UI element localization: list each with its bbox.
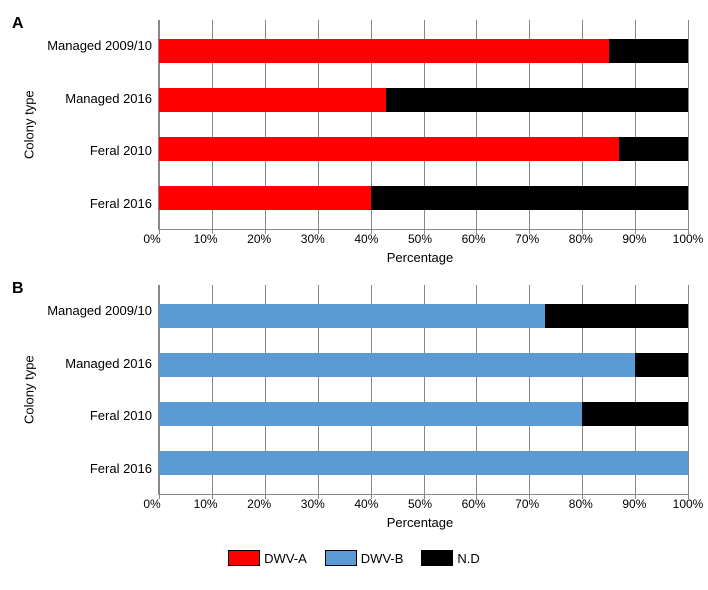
x-tick-label: 90%	[622, 232, 646, 246]
legend-label: N.D	[457, 551, 479, 566]
y-tick-label: Feral 2016	[38, 458, 152, 480]
y-tick-label: Managed 2016	[38, 88, 152, 110]
y-tick-label: Managed 2009/10	[38, 300, 152, 322]
gridline	[688, 285, 689, 499]
legend-label: DWV-A	[264, 551, 307, 566]
x-tick-label: 20%	[247, 497, 271, 511]
x-axis-label: Percentage	[152, 515, 688, 530]
x-tick-label: 30%	[301, 497, 325, 511]
bar-segment	[609, 39, 688, 63]
y-axis: Managed 2009/10 Managed 2016 Feral 2010 Fer…	[38, 285, 158, 495]
x-tick-label: 70%	[515, 497, 539, 511]
x-tick-label: 100%	[673, 497, 704, 511]
x-tick-label: 80%	[569, 497, 593, 511]
x-axis: 0%10%20%30%40%50%60%70%80%90%100%	[152, 230, 688, 248]
legend-item: DWV-A	[228, 550, 307, 566]
bar-segment	[159, 88, 386, 112]
figure: AColony typeManaged 2009/10Managed 2016F…	[20, 20, 688, 566]
bar-segment	[159, 353, 635, 377]
bar-segment	[619, 137, 688, 161]
bar-segment	[159, 39, 609, 63]
chart-panel-B: BColony typeManaged 2009/10Managed 2016F…	[20, 285, 688, 530]
bar-row	[159, 451, 688, 475]
bar-segment	[545, 304, 688, 328]
x-tick-label: 40%	[354, 497, 378, 511]
legend-item: N.D	[421, 550, 479, 566]
bar-segment	[159, 186, 371, 210]
bar-row	[159, 186, 688, 210]
bar-row	[159, 353, 688, 377]
y-axis-label: Colony type	[20, 20, 38, 230]
x-tick-label: 40%	[354, 232, 378, 246]
plot-area	[158, 285, 688, 495]
y-tick-label: Managed 2009/10	[38, 35, 152, 57]
y-tick-label: Managed 2016	[38, 353, 152, 375]
bar-segment	[159, 451, 688, 475]
y-tick-label: Feral 2016	[38, 193, 152, 215]
bar-row	[159, 137, 688, 161]
chart-body: AColony typeManaged 2009/10Managed 2016F…	[20, 20, 688, 230]
x-tick-label: 0%	[143, 232, 160, 246]
legend-swatch	[421, 550, 453, 566]
x-tick-label: 80%	[569, 232, 593, 246]
bar-row	[159, 304, 688, 328]
legend-swatch	[325, 550, 357, 566]
bar-row	[159, 88, 688, 112]
legend-swatch	[228, 550, 260, 566]
x-tick-label: 70%	[515, 232, 539, 246]
y-axis: Managed 2009/10 Managed 2016 Feral 2010 Fer…	[38, 20, 158, 230]
chart-body: BColony typeManaged 2009/10Managed 2016F…	[20, 285, 688, 495]
y-tick-label: Feral 2010	[38, 405, 152, 427]
bar-segment	[159, 304, 545, 328]
bar-segment	[635, 353, 688, 377]
bars-group	[159, 20, 688, 229]
x-tick-label: 30%	[301, 232, 325, 246]
bar-row	[159, 402, 688, 426]
y-tick-label: Feral 2010	[38, 140, 152, 162]
legend: DWV-A DWV-B N.D	[20, 550, 688, 566]
x-tick-label: 60%	[462, 232, 486, 246]
x-tick-label: 0%	[143, 497, 160, 511]
x-tick-label: 10%	[194, 497, 218, 511]
gridline	[688, 20, 689, 234]
y-axis-label: Colony type	[20, 285, 38, 495]
plot-area	[158, 20, 688, 230]
bar-segment	[159, 402, 582, 426]
bar-segment	[159, 137, 619, 161]
x-tick-label: 50%	[408, 232, 432, 246]
bars-group	[159, 285, 688, 494]
x-axis-label: Percentage	[152, 250, 688, 265]
x-tick-label: 20%	[247, 232, 271, 246]
x-tick-label: 10%	[194, 232, 218, 246]
bar-segment	[582, 402, 688, 426]
x-axis: 0%10%20%30%40%50%60%70%80%90%100%	[152, 495, 688, 513]
legend-label: DWV-B	[361, 551, 404, 566]
chart-panel-A: AColony typeManaged 2009/10Managed 2016F…	[20, 20, 688, 265]
bar-row	[159, 39, 688, 63]
legend-item: DWV-B	[325, 550, 404, 566]
bar-segment	[386, 88, 688, 112]
x-tick-label: 100%	[673, 232, 704, 246]
bar-segment	[371, 186, 688, 210]
x-tick-label: 50%	[408, 497, 432, 511]
x-tick-label: 90%	[622, 497, 646, 511]
x-tick-label: 60%	[462, 497, 486, 511]
